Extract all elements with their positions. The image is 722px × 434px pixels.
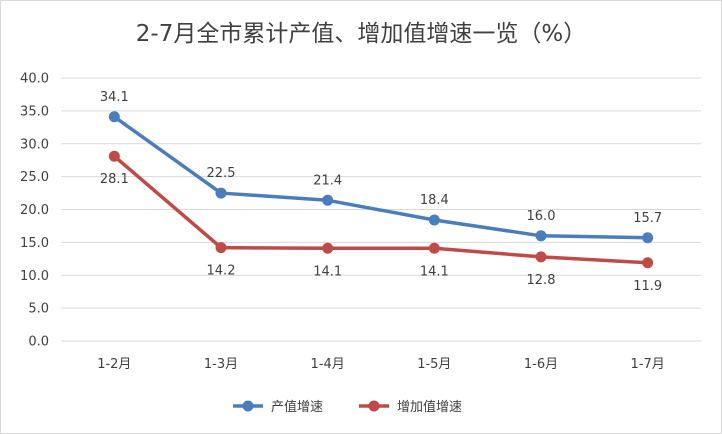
data-label: 18.4 [420,193,449,208]
data-label: 14.2 [207,264,236,279]
data-label: 34.1 [100,90,129,105]
data-label: 22.5 [207,166,236,181]
data-label: 11.9 [633,279,662,294]
x-tick-label: 1-2月 [97,357,131,372]
y-tick-label: 20.0 [20,203,49,218]
legend-marker [368,400,380,412]
data-point [215,187,227,199]
x-axis-ticks: 1-2月 1-3月 1-4月 1-5月 1-6月 1-7月 [97,357,665,372]
data-label: 12.8 [527,273,556,288]
y-tick-label: 0.0 [28,335,49,350]
data-point [108,150,120,162]
data-label: 16.0 [527,209,556,224]
data-label: 21.4 [313,173,342,188]
x-tick-label: 1-3月 [204,357,238,372]
data-labels: 34.1 22.5 21.4 18.4 16.0 15.7 28.1 14.2 14.1 14.1… [100,90,662,294]
data-label: 14.1 [313,264,342,279]
y-tick-label: 30.0 [20,137,49,152]
series-lines [113,115,648,265]
data-point [535,251,547,263]
legend: 产值增速 增加值增速 [233,399,462,415]
series-points [108,111,654,269]
x-tick-label: 1-7月 [631,357,665,372]
x-tick-label: 1-6月 [524,357,558,372]
data-label: 15.7 [633,211,662,226]
data-point [642,257,654,269]
data-point [428,214,440,226]
y-tick-label: 15.0 [20,236,49,251]
y-axis-ticks: 0.0 5.0 10.0 15.0 20.0 25.0 30.0 35.0 40.0 [20,72,49,350]
data-label: 28.1 [100,172,129,187]
y-tick-label: 40.0 [20,72,49,87]
data-label: 14.1 [420,264,449,279]
x-tick-label: 1-4月 [311,357,345,372]
legend-marker [242,400,254,412]
y-tick-label: 5.0 [28,302,49,317]
data-point [642,232,654,244]
data-point [322,194,334,206]
data-point [535,230,547,242]
y-tick-label: 10.0 [20,269,49,284]
y-tick-label: 25.0 [20,170,49,185]
legend-label: 产值增速 [271,399,323,415]
y-tick-label: 35.0 [20,104,49,119]
x-tick-label: 1-5月 [417,357,451,372]
data-point [428,242,440,254]
data-point [108,111,120,123]
data-point [215,242,227,254]
series-line [113,115,648,240]
series-line [113,154,648,265]
legend-label: 增加值增速 [397,399,462,415]
data-point [322,242,334,254]
chart-title: 2-7月全市累计产值、增加值增速一览（%） [136,21,586,47]
